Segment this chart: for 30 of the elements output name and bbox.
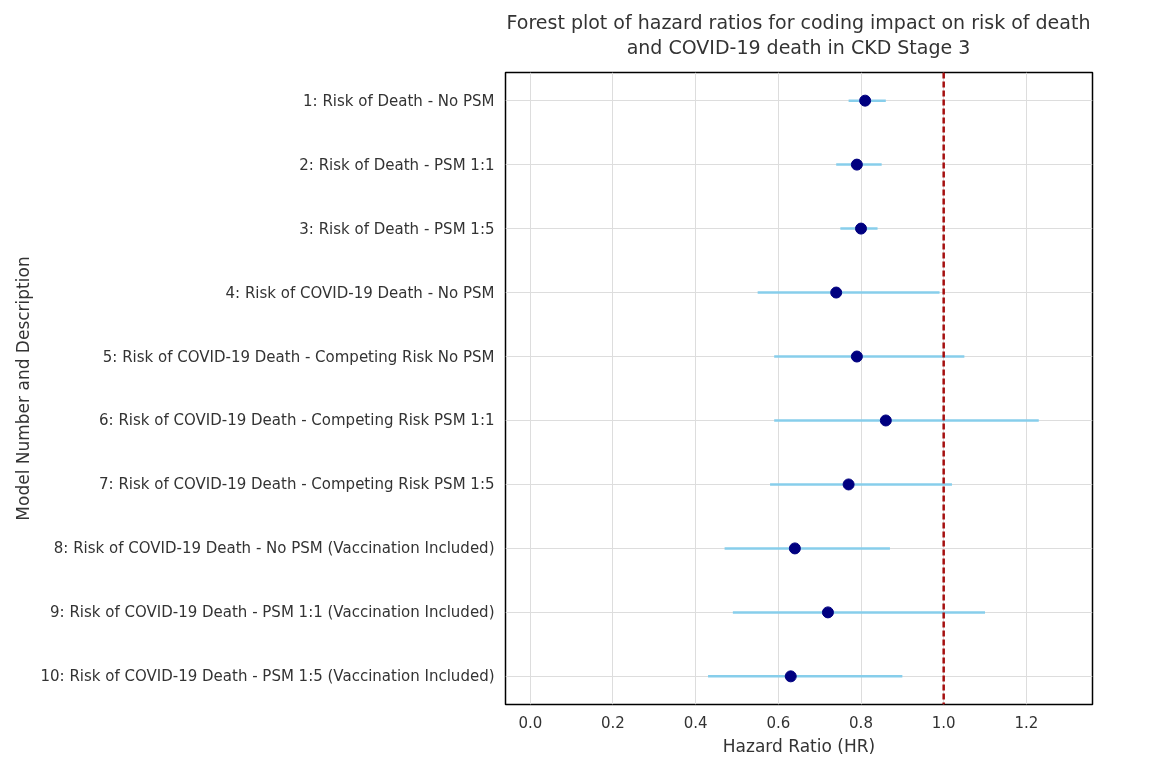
point [842,478,855,491]
y-tick-label: 8: Risk of COVID-19 Death - No PSM (Vaccination Included) [53,539,495,558]
point [879,414,892,427]
y-axis-title: Model Number and Description [12,256,33,522]
y-tick-label: 2: Risk of Death - PSM 1:1 [299,155,495,174]
y-tick-label: 9: Risk of COVID-19 Death - PSM 1:1 (Vaccination Included) [50,603,495,622]
point [859,95,872,108]
x-tick-label: 0.0 [518,713,543,732]
y-tick-label: 7: Risk of COVID-19 Death - Competing Risk PSM 1:5 [99,475,495,494]
x-tick-label: 0.2 [601,713,625,732]
point [784,670,797,683]
point [830,286,843,299]
x-tick-label: 0.6 [766,713,791,732]
point [855,222,868,235]
point [788,542,801,555]
y-tick-label: 3: Risk of Death - PSM 1:5 [299,219,495,238]
point [850,159,863,171]
x-tick-label: 0.8 [849,713,873,732]
y-tick-label: 10: Risk of COVID-19 Death - PSM 1:5 (Vaccination Included) [40,667,495,686]
y-tick-label: 1: Risk of Death - No PSM [303,92,495,111]
chart-title: Forest plot of hazard ratios for coding impact on risk of death and COVID-19 death in CKD Stage 3 [506,10,1091,60]
y-tick-label: 6: Risk of COVID-19 Death - Competing Risk PSM 1:1 [99,411,495,430]
x-axis-title: Hazard Ratio (HR) [722,735,876,756]
y-tick-label: 4: Risk of COVID-19 Death - No PSM [225,283,495,302]
point [850,350,863,363]
x-tick-label: 1.2 [1014,713,1039,732]
x-tick-label: 1.0 [931,713,956,732]
x-tick-label: 0.4 [683,713,708,732]
point [821,606,834,619]
y-tick-label: 5: Risk of COVID-19 Death - Competing Risk No PSM [102,347,495,366]
